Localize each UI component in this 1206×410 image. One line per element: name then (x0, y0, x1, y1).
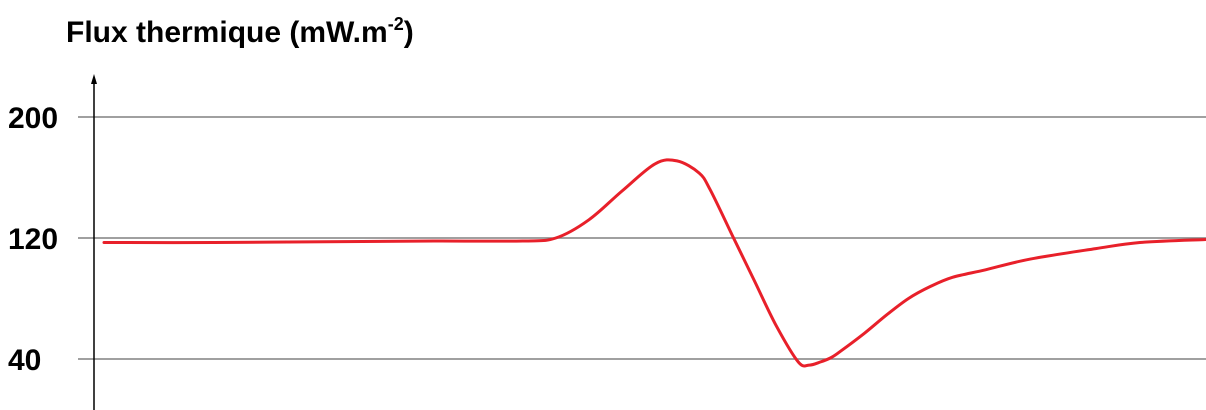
y-axis-title-main: Flux thermique (mW.m (66, 16, 388, 49)
y-axis-title-exponent: -2 (388, 14, 404, 34)
axes (91, 74, 97, 410)
y-axis-title-suffix: ) (404, 16, 414, 49)
grid-lines (78, 116, 1206, 360)
y-axis-title: Flux thermique (mW.m-2) (66, 14, 414, 49)
y-axis-arrow (91, 74, 97, 84)
y-tick-label: 200 (8, 102, 58, 135)
y-tick-labels: 200 120 40 (8, 102, 58, 377)
series-line-0 (102, 158, 1206, 368)
y-tick-label: 40 (8, 344, 41, 377)
y-tick-label: 120 (8, 223, 58, 256)
series-layer (102, 158, 1206, 368)
